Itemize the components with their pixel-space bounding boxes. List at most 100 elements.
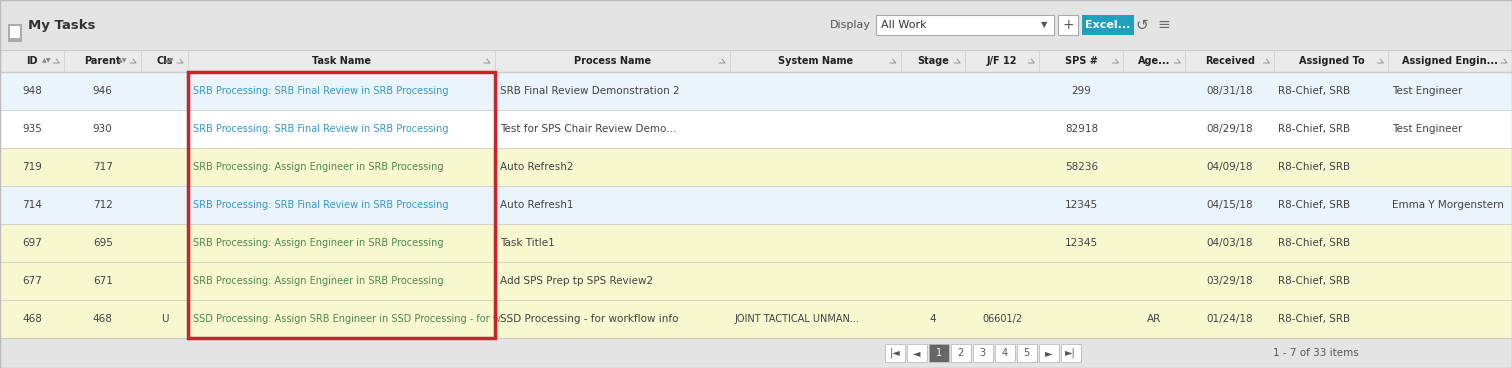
Bar (187, 72, 494, 338)
Text: Age...: Age... (1139, 56, 1170, 66)
Text: My Tasks: My Tasks (29, 18, 95, 32)
Bar (928, 344, 950, 362)
Text: Test for SPS Chair Review Demo...: Test for SPS Chair Review Demo... (500, 124, 676, 134)
Text: SRB Processing: Assign Engineer in SRB Processing: SRB Processing: Assign Engineer in SRB P… (194, 238, 443, 248)
Text: 677: 677 (23, 276, 42, 286)
Text: Excel...: Excel... (1086, 20, 1131, 30)
Text: 12345: 12345 (1064, 200, 1098, 210)
Text: 468: 468 (23, 314, 42, 324)
Text: 08/29/18: 08/29/18 (1207, 124, 1253, 134)
Text: 695: 695 (92, 238, 112, 248)
Text: 712: 712 (92, 200, 112, 210)
Text: All Work: All Work (881, 20, 927, 30)
Text: 04/09/18: 04/09/18 (1207, 162, 1253, 172)
Text: System Name: System Name (777, 56, 853, 66)
Text: SRB Processing: Assign Engineer in SRB Processing: SRB Processing: Assign Engineer in SRB P… (194, 162, 443, 172)
Bar (1061, 344, 1081, 362)
Text: Cls: Cls (156, 56, 172, 66)
Text: 719: 719 (23, 162, 42, 172)
Bar (875, 15, 1054, 35)
Bar (995, 344, 1015, 362)
Text: Emma Y Morgenstern: Emma Y Morgenstern (1393, 200, 1504, 210)
Text: 697: 697 (23, 238, 42, 248)
Bar (11, 26, 20, 38)
Text: 948: 948 (23, 86, 42, 96)
Text: 03/29/18: 03/29/18 (1207, 276, 1253, 286)
Text: 299: 299 (1072, 86, 1092, 96)
Text: 06601/2: 06601/2 (983, 314, 1022, 324)
Text: R8-Chief, SRB: R8-Chief, SRB (1279, 314, 1350, 324)
Text: SRB Processing: Assign Engineer in SRB Processing: SRB Processing: Assign Engineer in SRB P… (194, 276, 443, 286)
Text: Auto Refresh1: Auto Refresh1 (500, 200, 573, 210)
Text: 04/15/18: 04/15/18 (1207, 200, 1253, 210)
Text: ▲▼: ▲▼ (118, 59, 129, 64)
Text: 4: 4 (930, 314, 936, 324)
Bar (0, 338, 1512, 368)
Text: 3: 3 (980, 348, 986, 358)
Text: SSD Processing: Assign SRB Engineer in SSD Processing - for w...: SSD Processing: Assign SRB Engineer in S… (194, 314, 510, 324)
Text: 1 - 7 of 33 items: 1 - 7 of 33 items (1273, 348, 1358, 358)
Text: Add SPS Prep tp SPS Review2: Add SPS Prep tp SPS Review2 (500, 276, 653, 286)
Text: R8-Chief, SRB: R8-Chief, SRB (1279, 86, 1350, 96)
Text: ►: ► (1045, 348, 1052, 358)
Bar (1016, 344, 1037, 362)
Bar (0, 262, 1512, 300)
Text: +: + (1063, 18, 1074, 32)
Text: SPS #: SPS # (1064, 56, 1098, 66)
Text: Stage: Stage (916, 56, 950, 66)
Text: Test Engineer: Test Engineer (1393, 86, 1462, 96)
Text: R8-Chief, SRB: R8-Chief, SRB (1279, 162, 1350, 172)
Text: Assigned Engin...: Assigned Engin... (1402, 56, 1498, 66)
Text: Parent: Parent (85, 56, 121, 66)
Text: Test Engineer: Test Engineer (1393, 124, 1462, 134)
Bar (0, 300, 1512, 338)
Text: ▲▼: ▲▼ (165, 59, 175, 64)
Bar (1039, 344, 1058, 362)
Text: 04/03/18: 04/03/18 (1207, 238, 1253, 248)
Text: J/F 12: J/F 12 (987, 56, 1018, 66)
Bar (0, 224, 1512, 262)
Bar (907, 344, 927, 362)
Text: 58236: 58236 (1064, 162, 1098, 172)
Text: ▼: ▼ (1040, 21, 1048, 29)
Bar (0, 72, 1512, 110)
Bar (1058, 15, 1078, 35)
Text: 935: 935 (23, 124, 42, 134)
Text: Task Name: Task Name (311, 56, 370, 66)
Text: SRB Processing: SRB Final Review in SRB Processing: SRB Processing: SRB Final Review in SRB … (194, 124, 449, 134)
Text: 08/31/18: 08/31/18 (1207, 86, 1253, 96)
Bar (951, 344, 971, 362)
Text: Assigned To: Assigned To (1299, 56, 1364, 66)
Bar (972, 344, 993, 362)
Text: SRB Final Review Demonstration 2: SRB Final Review Demonstration 2 (500, 86, 679, 96)
Bar (1016, 344, 1037, 362)
Text: 2: 2 (957, 348, 965, 358)
Text: SRB Processing: SRB Final Review in SRB Processing: SRB Processing: SRB Final Review in SRB … (194, 200, 449, 210)
Bar (0, 0, 1512, 50)
Text: SSD Processing - for workflow info: SSD Processing - for workflow info (500, 314, 679, 324)
Bar (1058, 15, 1078, 35)
Text: R8-Chief, SRB: R8-Chief, SRB (1279, 200, 1350, 210)
Text: Received: Received (1205, 56, 1255, 66)
Bar (8, 24, 23, 42)
Text: U: U (160, 314, 168, 324)
Bar (885, 344, 904, 362)
Text: 930: 930 (92, 124, 112, 134)
Text: 82918: 82918 (1064, 124, 1098, 134)
Text: ≡: ≡ (1158, 18, 1170, 32)
Text: R8-Chief, SRB: R8-Chief, SRB (1279, 276, 1350, 286)
Text: R8-Chief, SRB: R8-Chief, SRB (1279, 124, 1350, 134)
Bar (0, 148, 1512, 186)
Text: 12345: 12345 (1064, 238, 1098, 248)
Text: Display: Display (830, 20, 871, 30)
Bar (972, 344, 993, 362)
Bar (0, 110, 1512, 148)
Text: 1: 1 (936, 348, 942, 358)
Text: ◄: ◄ (913, 348, 921, 358)
Text: Auto Refresh2: Auto Refresh2 (500, 162, 573, 172)
Text: JOINT TACTICAL UNMAN...: JOINT TACTICAL UNMAN... (733, 314, 859, 324)
Bar (928, 344, 950, 362)
Bar (1039, 344, 1058, 362)
Text: ▲▼: ▲▼ (42, 59, 51, 64)
Text: ►|: ►| (1066, 348, 1077, 358)
